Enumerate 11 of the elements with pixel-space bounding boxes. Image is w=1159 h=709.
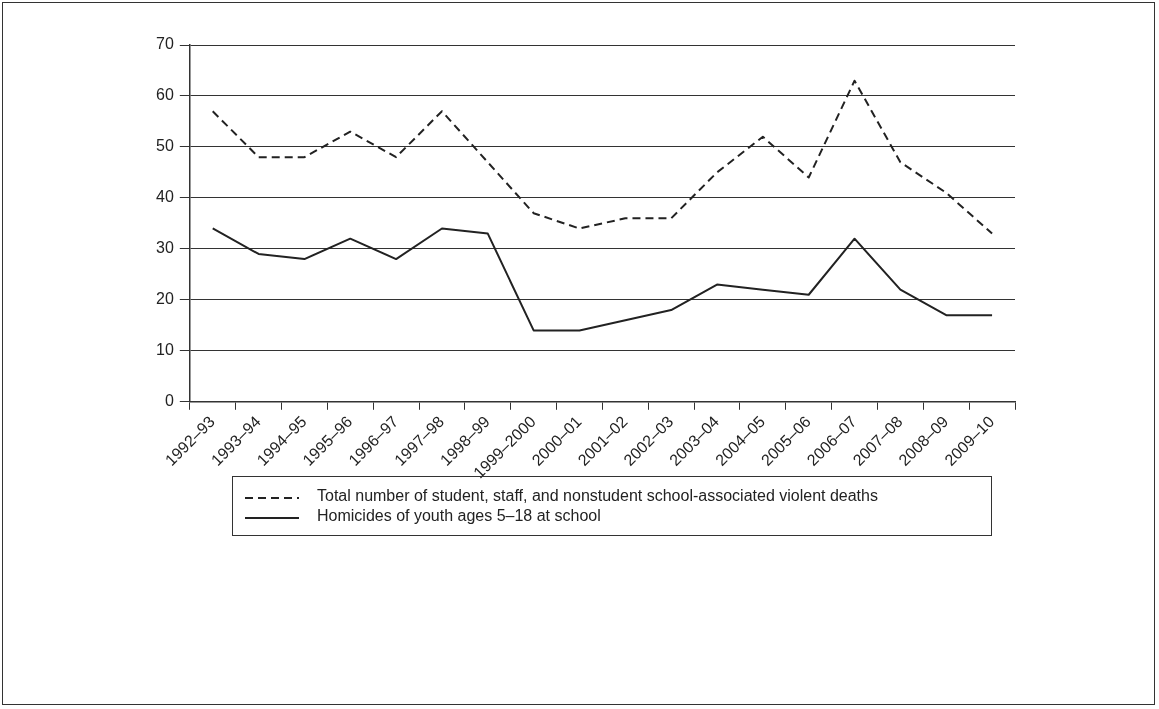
- line-series: [211, 79, 994, 235]
- y-tick-label: 0: [164, 392, 174, 410]
- y-tick-label: 10: [156, 341, 174, 359]
- y-tick-label: 50: [156, 137, 174, 155]
- y-tick-label: 40: [156, 188, 174, 206]
- y-tick-label: 20: [156, 290, 174, 308]
- y-tick-label: 70: [156, 35, 174, 53]
- legend-label: Homicides of youth ages 5–18 at school: [317, 507, 601, 525]
- y-tick-label: 60: [156, 86, 174, 104]
- y-tick-label: 30: [156, 239, 174, 257]
- legend-label: Total number of student, staff, and nonstudent school-associated violent deaths: [317, 487, 878, 505]
